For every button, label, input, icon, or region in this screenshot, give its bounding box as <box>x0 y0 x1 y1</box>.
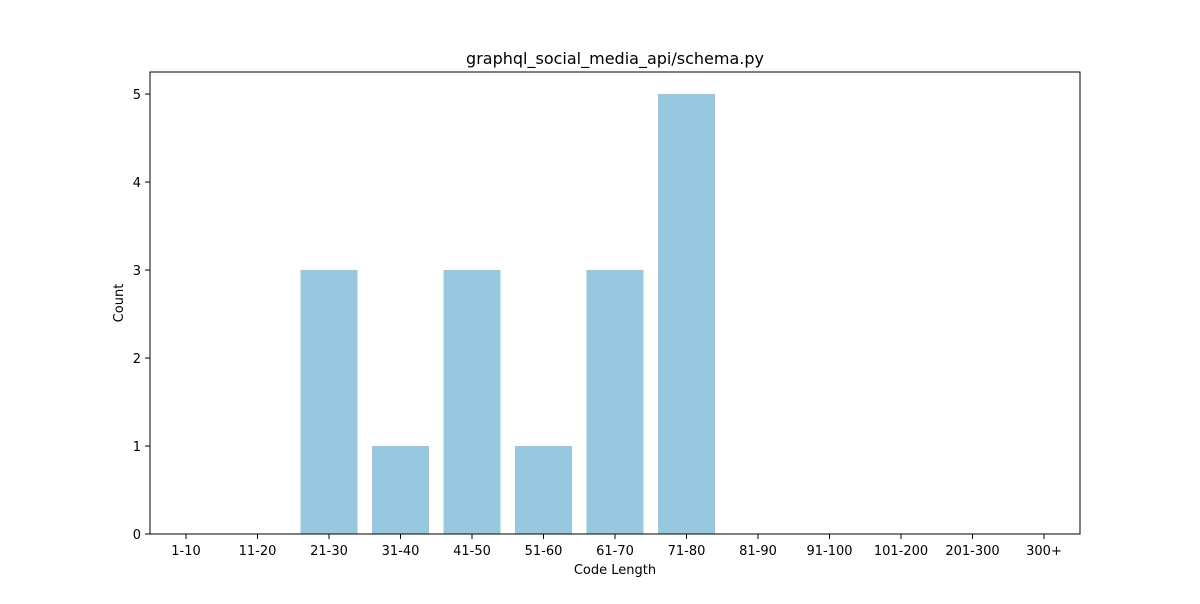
y-tick-label: 1 <box>133 440 141 455</box>
y-tick-label: 5 <box>133 88 141 103</box>
x-tick-label: 11-20 <box>239 544 277 559</box>
y-tick-label: 0 <box>133 528 141 543</box>
x-tick-label: 300+ <box>1026 544 1062 559</box>
y-tick-label: 3 <box>133 264 141 279</box>
chart-title: graphql_social_media_api/schema.py <box>466 49 764 69</box>
x-tick-label: 61-70 <box>596 544 634 559</box>
y-axis-ticks: 0 1 2 3 4 5 <box>133 88 150 543</box>
x-tick-label: 101-200 <box>874 544 928 559</box>
bar-71-80 <box>658 94 715 534</box>
x-tick-label: 51-60 <box>525 544 563 559</box>
x-tick-label: 201-300 <box>945 544 999 559</box>
x-tick-label: 31-40 <box>382 544 420 559</box>
bar-51-60 <box>515 446 572 534</box>
x-axis-ticks: 1-10 11-20 21-30 31-40 41-50 51-60 61-70 71-80 8… <box>171 534 1062 559</box>
y-tick-label: 4 <box>133 176 141 191</box>
x-tick-label: 21-30 <box>310 544 348 559</box>
y-axis-label: Count <box>112 284 127 323</box>
bar-21-30 <box>300 270 358 534</box>
y-tick-label: 2 <box>133 352 141 367</box>
x-axis-label: Code Length <box>574 563 656 578</box>
x-tick-label: 81-90 <box>739 544 777 559</box>
bar-31-40 <box>372 446 429 534</box>
x-tick-label: 71-80 <box>668 544 706 559</box>
bar-41-50 <box>443 270 501 534</box>
bar-61-70 <box>586 270 644 534</box>
x-tick-label: 41-50 <box>453 544 491 559</box>
bars-group <box>300 94 715 534</box>
x-tick-label: 91-100 <box>806 544 852 559</box>
x-tick-label: 1-10 <box>171 544 201 559</box>
